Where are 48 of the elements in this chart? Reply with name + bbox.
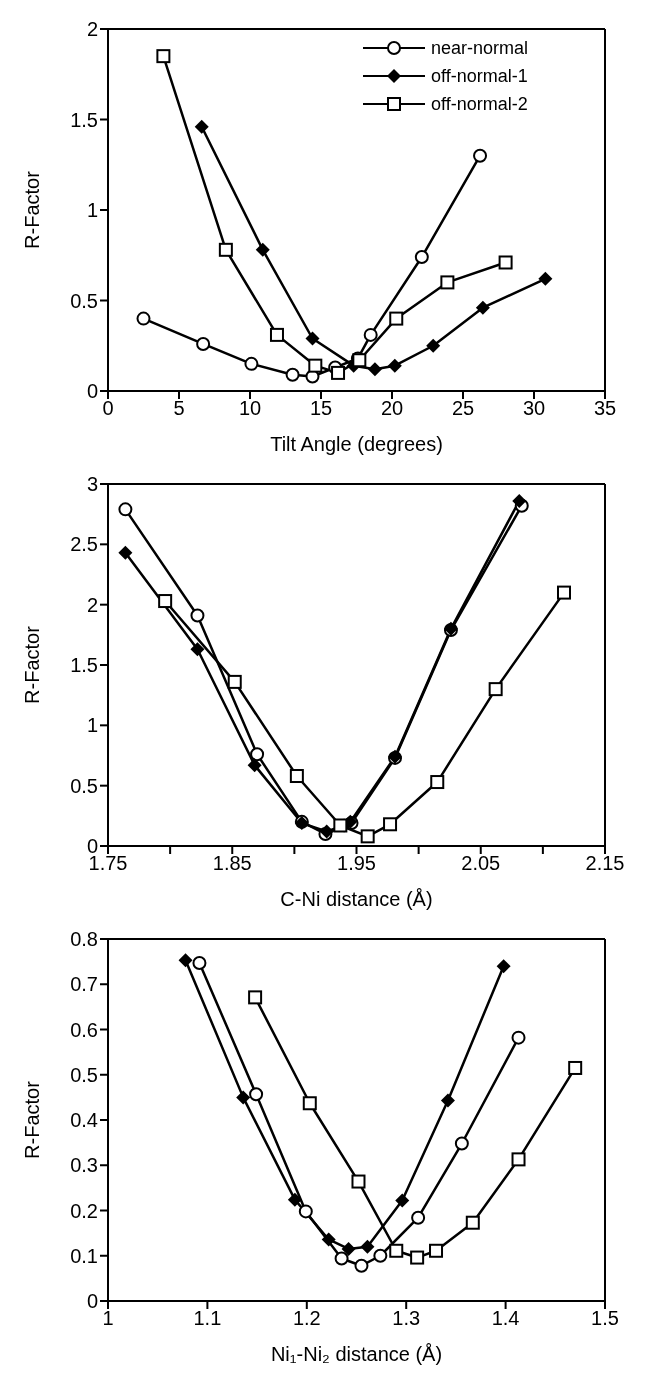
y-axis-title: R-Factor [21, 625, 44, 704]
x-axis-title: Tilt Angle (degrees) [270, 433, 443, 455]
x-tick-label: 1.4 [491, 1307, 520, 1330]
legend-label: off-normal-1 [431, 65, 528, 87]
y-tick-label: 0.2 [70, 1199, 98, 1222]
legend-label: off-normal-2 [431, 93, 528, 115]
y-tick-label: 2 [86, 18, 98, 41]
x-tick-label: 1.2 [292, 1307, 321, 1330]
x-tick-label: 2.05 [461, 852, 501, 875]
y-tick-label: 1.5 [70, 108, 98, 131]
x-tick-label: 1 [102, 1307, 114, 1330]
y-tick-label: 0.6 [70, 1018, 98, 1041]
x-tick-label: 1.5 [591, 1307, 619, 1330]
y-tick-label: 2.5 [70, 533, 98, 556]
x-tick-label: 20 [380, 397, 404, 420]
x-tick-label: 10 [238, 397, 262, 420]
x-tick-label: 1.1 [193, 1307, 222, 1330]
y-tick-label: 0.7 [70, 973, 98, 996]
y-tick-label: 1.5 [70, 654, 98, 677]
x-axis-title: C-Ni distance (Å) [280, 888, 433, 910]
y-tick-label: 3 [86, 473, 98, 496]
y-tick-label: 2 [86, 593, 98, 616]
y-tick-label: 0.5 [70, 1063, 98, 1086]
x-tick-label: 1.75 [88, 852, 128, 875]
y-tick-label: 0.3 [70, 1154, 98, 1177]
y-tick-label: 0.1 [70, 1244, 98, 1267]
x-tick-label: 0 [102, 397, 114, 420]
x-tick-label: 25 [451, 397, 475, 420]
y-tick-label: 0.5 [70, 289, 98, 312]
y-axis-title: R-Factor [21, 170, 44, 249]
x-tick-label: 1.3 [392, 1307, 421, 1330]
x-tick-label: 1.95 [337, 852, 376, 875]
x-axis-title: Ni₁-Ni₂ distance (Å) [270, 1343, 443, 1365]
y-tick-label: 0.8 [70, 928, 98, 951]
legend-label: near-normal [431, 37, 529, 59]
y-tick-label: 1 [86, 199, 98, 222]
x-tick-label: 5 [173, 397, 185, 420]
x-tick-label: 30 [522, 397, 546, 420]
y-tick-label: 0.4 [70, 1109, 98, 1132]
y-tick-label: 0 [86, 380, 98, 403]
y-tick-label: 0.5 [70, 774, 98, 797]
x-tick-label: 1.85 [212, 852, 252, 875]
y-tick-label: 1 [86, 714, 98, 737]
y-tick-label: 0 [86, 1290, 98, 1313]
x-tick-label: 2.15 [585, 852, 625, 875]
x-tick-label: 15 [309, 397, 333, 420]
y-axis-title: R-Factor [21, 1080, 44, 1159]
x-tick-label: 35 [593, 397, 617, 420]
